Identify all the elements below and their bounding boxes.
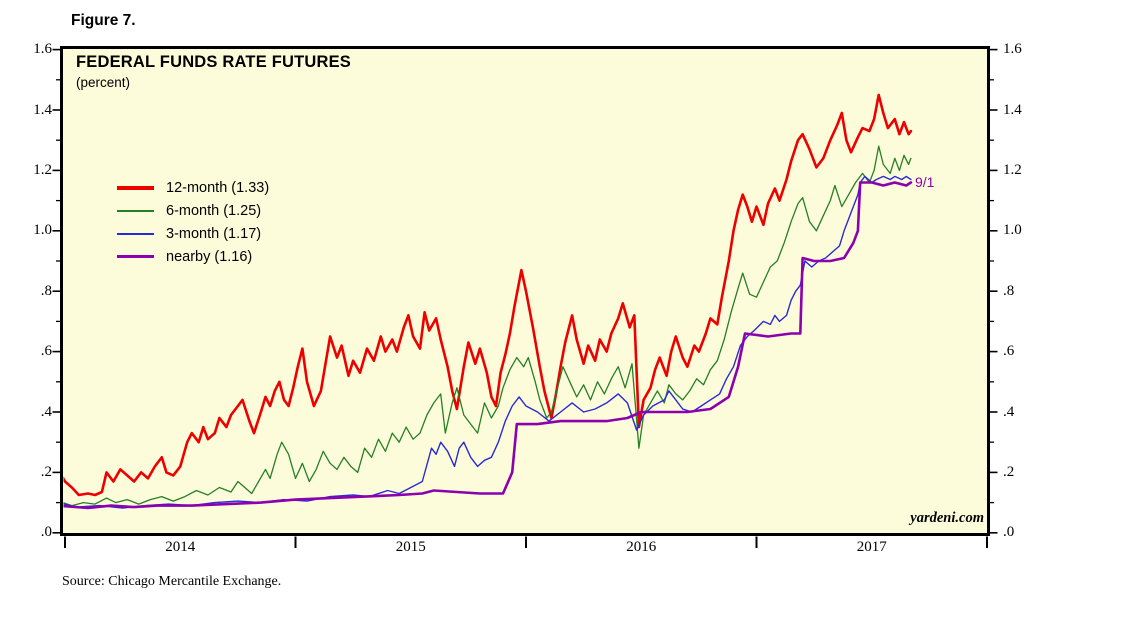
source-note: Source: Chicago Mercantile Exchange.	[62, 574, 282, 589]
x-axis-year-label: 2016	[626, 539, 657, 555]
y-axis-tick-label-right: .0	[1003, 524, 1015, 541]
y-axis-tick-label-right: 1.2	[1003, 161, 1022, 178]
legend-label: 3-month (1.17)	[166, 225, 262, 242]
y-axis-tick-label-right: .8	[1003, 282, 1015, 299]
y-axis-tick-label-left: .6	[40, 343, 52, 360]
legend-line-swatch	[117, 232, 154, 235]
y-axis-tick-label-left: 1.4	[33, 101, 52, 118]
y-axis-tick-label-left: 1.2	[33, 161, 52, 178]
legend: 12-month (1.33) 6-month (1.25) 3-month (1.…	[117, 176, 269, 268]
figure-label: Figure 7.	[71, 12, 136, 29]
y-axis-tick-label-right: 1.4	[1003, 101, 1022, 118]
y-axis-tick-label-right: 1.0	[1003, 222, 1022, 239]
y-axis-tick-label-left: .2	[40, 463, 52, 480]
y-axis-tick-label-right: 1.6	[1003, 41, 1022, 58]
x-axis-year-label: 2017	[856, 539, 887, 555]
y-axis-tick-label-left: 1.6	[33, 41, 52, 58]
y-axis-tick-label-left: .0	[40, 524, 52, 541]
x-axis-year-label: 2014	[165, 539, 196, 555]
legend-label: 6-month (1.25)	[166, 202, 262, 219]
watermark-yardeni: yardeni.com	[910, 510, 984, 526]
y-axis-tick-label-right: .6	[1003, 343, 1015, 360]
legend-line-swatch	[117, 185, 154, 190]
legend-item-3-month: 3-month (1.17)	[117, 222, 269, 245]
legend-line-swatch	[117, 254, 154, 259]
legend-label: nearby (1.16)	[166, 248, 253, 265]
chart-subtitle: (percent)	[76, 75, 131, 90]
annotation-9-1: 9/1	[915, 174, 935, 190]
chart-frame	[60, 46, 990, 536]
legend-item-nearby: nearby (1.16)	[117, 245, 269, 268]
x-axis-year-label: 2015	[395, 539, 426, 555]
legend-item-12-month: 12-month (1.33)	[117, 176, 269, 199]
y-axis-tick-label-right: .4	[1003, 403, 1015, 420]
legend-line-swatch	[117, 209, 154, 212]
y-axis-tick-label-right: .2	[1003, 463, 1015, 480]
y-axis-tick-label-left: .8	[40, 282, 52, 299]
y-axis-tick-label-left: .4	[40, 403, 52, 420]
y-axis-tick-label-left: 1.0	[33, 222, 52, 239]
chart-title: FEDERAL FUNDS RATE FUTURES	[76, 53, 352, 71]
legend-item-6-month: 6-month (1.25)	[117, 199, 269, 222]
legend-label: 12-month (1.33)	[166, 179, 270, 196]
